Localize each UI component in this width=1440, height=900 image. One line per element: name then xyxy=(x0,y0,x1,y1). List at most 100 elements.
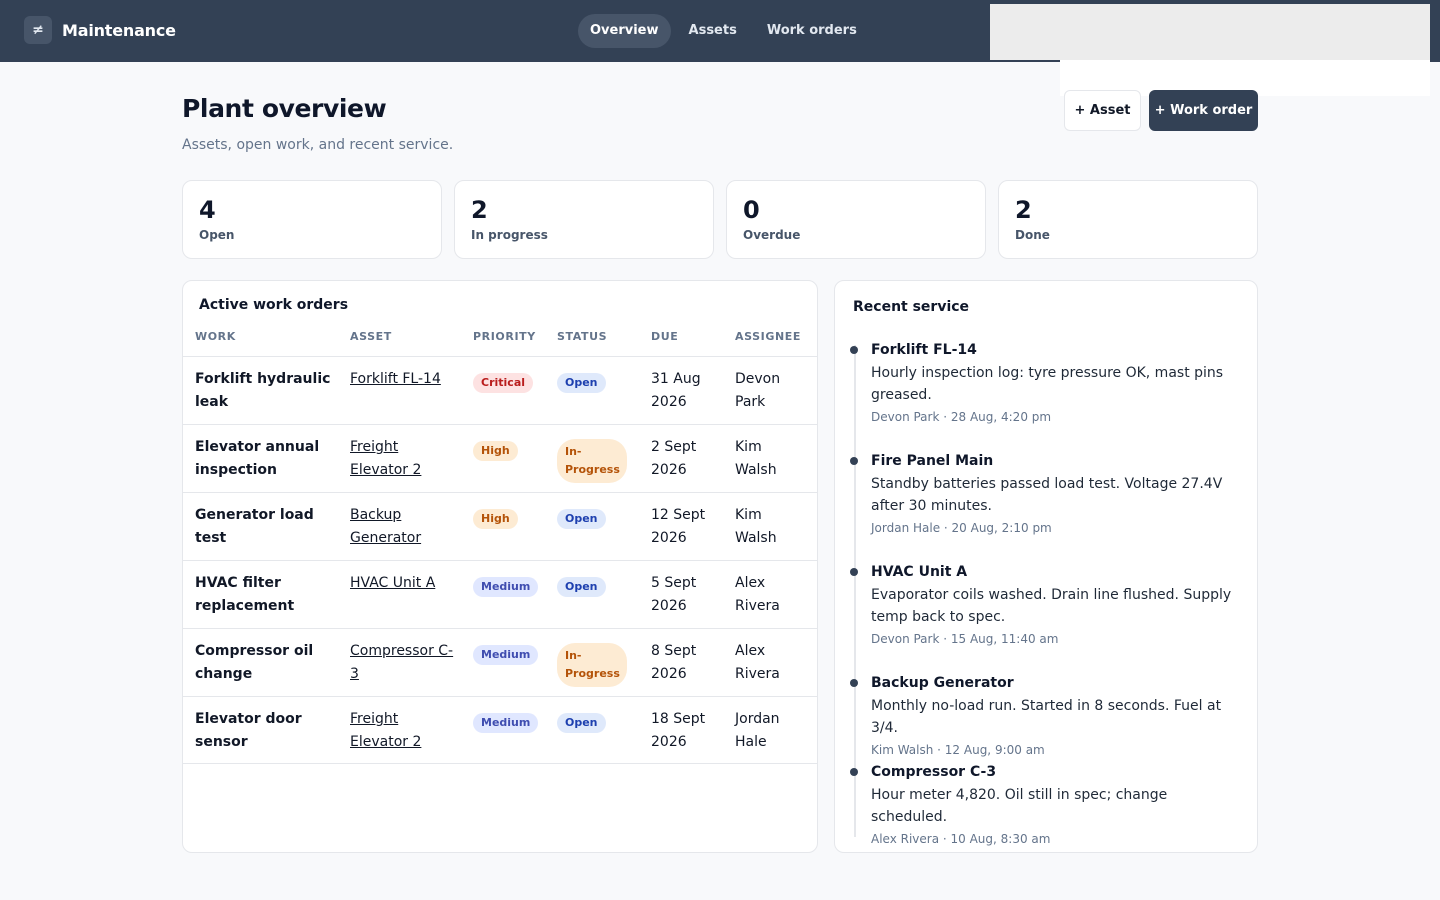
status-badge: Open xyxy=(557,577,606,597)
column-header-asset: ASSET xyxy=(350,330,392,343)
add-work-order-button[interactable]: + Work order xyxy=(1149,90,1258,131)
app-name: Maintenance xyxy=(62,20,176,40)
priority-badge: High xyxy=(473,441,518,461)
due-date: 31 Aug 2026 xyxy=(651,371,701,410)
priority-cell: Medium xyxy=(473,711,539,734)
table-row[interactable]: Elevator door sensor Freight Elevator 2 … xyxy=(183,696,817,764)
status-cell: Open xyxy=(557,575,606,598)
main-nav: Overview Assets Work orders xyxy=(578,14,869,48)
stat-card-in-progress: 2 In progress xyxy=(454,180,714,259)
work-title: Elevator door sensor xyxy=(195,711,302,750)
service-meta: Jordan Hale · 20 Aug, 2:10 pm xyxy=(871,521,1052,535)
asset-link[interactable]: Freight Elevator 2 xyxy=(350,439,422,478)
work-orders-title: Active work orders xyxy=(199,297,349,313)
status-cell: Open xyxy=(557,371,606,394)
assignee: Kim Walsh xyxy=(735,507,777,546)
assignee: Kim Walsh xyxy=(735,439,777,478)
column-header-due: DUE xyxy=(651,330,679,343)
table-row[interactable]: Forklift hydraulic leak Forklift FL-14 C… xyxy=(183,356,817,424)
timeline-dot-icon xyxy=(850,679,858,687)
page-title: Plant overview xyxy=(182,94,387,123)
table-row[interactable]: Generator load test Backup Generator Hig… xyxy=(183,492,817,560)
stat-value: 4 xyxy=(199,196,216,224)
table-row[interactable]: HVAC filter replacement HVAC Unit A Medi… xyxy=(183,560,817,628)
service-entry: HVAC Unit A Evaporator coils washed. Dra… xyxy=(850,563,1243,647)
status-badge: Open xyxy=(557,509,606,529)
service-entry: Fire Panel Main Standby batteries passed… xyxy=(850,452,1243,536)
stat-card-open: 4 Open xyxy=(182,180,442,259)
stat-label: Open xyxy=(199,228,235,242)
priority-cell: Medium xyxy=(473,575,539,598)
work-title: Compressor oil change xyxy=(195,643,314,682)
status-cell: In-Progress xyxy=(557,643,627,687)
column-header-assignee: ASSIGNEE xyxy=(735,330,802,343)
stat-label: Overdue xyxy=(743,228,801,242)
tab-overview[interactable]: Overview xyxy=(578,14,671,48)
service-note: Monthly no-load run. Started in 8 second… xyxy=(871,698,1222,736)
due-date: 5 Sept 2026 xyxy=(651,575,697,614)
add-asset-button[interactable]: + Asset xyxy=(1064,90,1141,131)
service-asset: Backup Generator xyxy=(871,675,1014,691)
service-meta: Devon Park · 28 Aug, 4:20 pm xyxy=(871,410,1052,424)
service-note: Hour meter 4,820. Oil still in spec; cha… xyxy=(871,787,1168,825)
column-header-status: STATUS xyxy=(557,330,608,343)
page-subtitle: Assets, open work, and recent service. xyxy=(182,137,454,153)
status-badge: In-Progress xyxy=(557,439,627,483)
priority-badge: High xyxy=(473,509,518,529)
status-cell: Open xyxy=(557,507,606,530)
service-entry: Backup Generator Monthly no-load run. St… xyxy=(850,674,1243,758)
priority-badge: Medium xyxy=(473,577,539,597)
service-asset: Fire Panel Main xyxy=(871,453,994,469)
recent-service-title: Recent service xyxy=(853,299,970,315)
service-meta: Alex Rivera · 10 Aug, 8:30 am xyxy=(871,832,1051,846)
status-badge: Open xyxy=(557,373,606,393)
recent-service-panel: Recent service Forklift FL-14 Hourly ins… xyxy=(834,280,1258,853)
stat-label: In progress xyxy=(471,228,548,242)
timeline-dot-icon xyxy=(850,568,858,576)
service-asset: Compressor C-3 xyxy=(871,764,997,780)
stat-value: 0 xyxy=(743,196,760,224)
table-row[interactable]: Compressor oil change Compressor C-3 Med… xyxy=(183,628,817,696)
status-cell: Open xyxy=(557,711,606,734)
stat-value: 2 xyxy=(471,196,488,224)
timeline-dot-icon xyxy=(850,768,858,776)
asset-link[interactable]: Forklift FL-14 xyxy=(350,371,441,387)
priority-cell: High xyxy=(473,439,518,462)
timeline-line xyxy=(854,345,856,837)
service-meta: Devon Park · 15 Aug, 11:40 am xyxy=(871,632,1059,646)
work-title: Elevator annual inspection xyxy=(195,439,320,478)
timeline-dot-icon xyxy=(850,346,858,354)
priority-cell: Critical xyxy=(473,371,534,394)
stat-label: Done xyxy=(1015,228,1050,242)
tab-work-orders[interactable]: Work orders xyxy=(766,23,857,38)
tab-assets[interactable]: Assets xyxy=(688,23,737,38)
stat-card-overdue: 0 Overdue xyxy=(726,180,986,259)
asset-link[interactable]: Freight Elevator 2 xyxy=(350,711,422,750)
table-row[interactable]: Elevator annual inspection Freight Eleva… xyxy=(183,424,817,492)
due-date: 12 Sept 2026 xyxy=(651,507,706,546)
assignee: Jordan Hale xyxy=(735,711,780,750)
service-note: Hourly inspection log: tyre pressure OK,… xyxy=(871,365,1224,403)
brand[interactable]: ≠ Maintenance xyxy=(24,16,176,44)
status-badge: Open xyxy=(557,713,606,733)
due-date: 18 Sept 2026 xyxy=(651,711,706,750)
assignee: Alex Rivera xyxy=(735,575,780,614)
work-title: HVAC filter replacement xyxy=(195,575,295,614)
status-cell: In-Progress xyxy=(557,439,627,483)
asset-link[interactable]: Compressor C-3 xyxy=(350,643,454,682)
priority-badge: Medium xyxy=(473,713,539,733)
priority-cell: Medium xyxy=(473,643,539,666)
service-asset: Forklift FL-14 xyxy=(871,342,977,358)
stat-value: 2 xyxy=(1015,196,1032,224)
work-title: Generator load test xyxy=(195,507,314,546)
work-orders-panel: Active work orders WORK ASSET PRIORITY S… xyxy=(182,280,818,853)
service-asset: HVAC Unit A xyxy=(871,564,968,580)
column-header-work: WORK xyxy=(195,330,236,343)
service-entry: Forklift FL-14 Hourly inspection log: ty… xyxy=(850,341,1243,425)
status-badge: In-Progress xyxy=(557,643,627,687)
asset-link[interactable]: HVAC Unit A xyxy=(350,575,436,591)
asset-link[interactable]: Backup Generator xyxy=(350,507,422,546)
due-date: 2 Sept 2026 xyxy=(651,439,697,478)
assignee: Devon Park xyxy=(735,371,781,410)
service-meta: Kim Walsh · 12 Aug, 9:00 am xyxy=(871,743,1045,757)
